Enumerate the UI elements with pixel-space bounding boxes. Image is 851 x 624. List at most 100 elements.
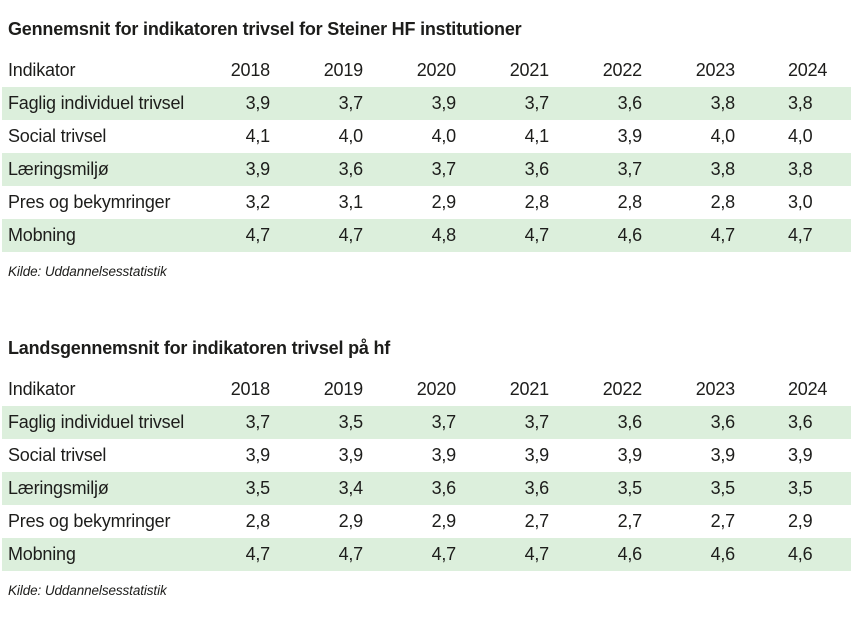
table-cell: 3,7 — [245, 412, 271, 432]
table-cell: 3,0 — [788, 192, 813, 212]
section-title: Gennemsnit for indikatoren trivsel for S… — [8, 19, 522, 39]
column-header-year: 2020 — [416, 379, 456, 399]
table-cell: 3,5 — [245, 478, 271, 498]
column-header-year: 2024 — [788, 379, 828, 399]
column-header-year: 2022 — [602, 379, 642, 399]
column-header-year: 2018 — [230, 60, 270, 80]
table-cell: 4,0 — [788, 126, 813, 146]
trivsel-table-landsgennemsnit: Indikator 2018 2019 2020 2021 2022 2023 2024 Fa… — [2, 373, 851, 571]
section-landsgennemsnit: Landsgennemsnit for indikatoren trivsel … — [0, 337, 851, 599]
table-cell: 3,9 — [617, 126, 643, 146]
table-cell: 4,7 — [524, 225, 550, 245]
table-cell: 2,7 — [710, 511, 736, 531]
table-header-row: Indikator 2018 2019 2020 2021 2022 2023 2024 — [2, 54, 851, 87]
table-cell: 3,9 — [524, 445, 550, 465]
table-cell: 2,7 — [524, 511, 550, 531]
table-cell: 3,9 — [617, 445, 643, 465]
table-cell: 3,9 — [431, 93, 457, 113]
table-cell: 3,5 — [710, 478, 736, 498]
table-cell: 3,5 — [617, 478, 643, 498]
table-cell: 4,7 — [788, 225, 813, 245]
table-cell: 3,6 — [524, 159, 550, 179]
table-cell: 3,7 — [431, 159, 457, 179]
source-note: Kilde: Uddannelsesstatistik — [8, 264, 167, 279]
table-row: Pres og bekymringer 3,2 3,1 2,9 2,8 2,8 2,8 3,0 — [2, 186, 851, 219]
table-cell: 2,9 — [788, 511, 813, 531]
table-cell: 3,5 — [338, 412, 364, 432]
table-cell: 2,9 — [431, 192, 457, 212]
table-cell: 3,9 — [245, 445, 271, 465]
table-cell: 3,9 — [245, 159, 271, 179]
row-label: Social trivsel — [8, 445, 107, 465]
table-cell: 4,6 — [788, 544, 813, 564]
table-cell: 2,9 — [431, 511, 457, 531]
table-cell: 2,8 — [617, 192, 643, 212]
row-label: Social trivsel — [8, 126, 107, 146]
table-cell: 3,6 — [788, 412, 813, 432]
source-note: Kilde: Uddannelsesstatistik — [8, 583, 167, 598]
column-header-indikator: Indikator — [8, 60, 76, 80]
table-cell: 3,5 — [788, 478, 813, 498]
column-header-year: 2022 — [602, 60, 642, 80]
table-cell: 3,9 — [788, 445, 813, 465]
column-header-year: 2020 — [416, 60, 456, 80]
table-cell: 3,2 — [245, 192, 271, 212]
table-cell: 2,9 — [338, 511, 364, 531]
table-row: Mobning 4,7 4,7 4,7 4,7 4,6 4,6 4,6 — [2, 538, 851, 571]
table-cell: 3,6 — [524, 478, 550, 498]
table-cell: 3,4 — [338, 478, 364, 498]
table-row: Faglig individuel trivsel 3,9 3,7 3,9 3,7 3,6… — [2, 87, 851, 120]
table-cell: 3,8 — [710, 93, 736, 113]
section-steiner-hf: Gennemsnit for indikatoren trivsel for S… — [0, 18, 851, 280]
table-cell: 4,1 — [245, 126, 271, 146]
table-cell: 3,6 — [617, 412, 643, 432]
table-cell: 3,8 — [710, 159, 736, 179]
table-cell: 4,6 — [617, 225, 643, 245]
table-cell: 3,7 — [431, 412, 457, 432]
table-cell: 3,7 — [524, 93, 550, 113]
table-cell: 4,6 — [617, 544, 643, 564]
table-cell: 3,6 — [617, 93, 643, 113]
table-header-row: Indikator 2018 2019 2020 2021 2022 2023 2024 — [2, 373, 851, 406]
row-label: Læringsmiljø — [8, 478, 109, 498]
table-cell: 4,7 — [710, 225, 736, 245]
row-label: Pres og bekymringer — [8, 192, 171, 212]
column-header-indikator: Indikator — [8, 379, 76, 399]
column-header-year: 2021 — [509, 379, 549, 399]
table-cell: 4,1 — [524, 126, 550, 146]
table-cell: 4,0 — [431, 126, 457, 146]
table-cell: 4,7 — [245, 544, 271, 564]
table-cell: 3,7 — [524, 412, 550, 432]
table-cell: 3,8 — [788, 159, 813, 179]
table-row: Pres og bekymringer 2,8 2,9 2,9 2,7 2,7 2,7 2,9 — [2, 505, 851, 538]
table-row: Læringsmiljø 3,9 3,6 3,7 3,6 3,7 3,8 3,8 — [2, 153, 851, 186]
row-label: Mobning — [8, 544, 76, 564]
column-header-year: 2019 — [323, 60, 363, 80]
table-cell: 3,9 — [338, 445, 364, 465]
table-cell: 2,7 — [617, 511, 643, 531]
table-cell: 2,8 — [245, 511, 271, 531]
column-header-year: 2018 — [230, 379, 270, 399]
column-header-year: 2023 — [695, 379, 735, 399]
table-cell: 4,7 — [338, 544, 364, 564]
column-header-year: 2019 — [323, 379, 363, 399]
table-cell: 3,6 — [338, 159, 364, 179]
table-cell: 4,7 — [431, 544, 457, 564]
table-row: Læringsmiljø 3,5 3,4 3,6 3,6 3,5 3,5 3,5 — [2, 472, 851, 505]
table-cell: 3,9 — [431, 445, 457, 465]
table-cell: 4,0 — [338, 126, 364, 146]
column-header-year: 2023 — [695, 60, 735, 80]
column-header-year: 2024 — [788, 60, 828, 80]
table-cell: 3,6 — [710, 412, 736, 432]
row-label: Læringsmiljø — [8, 159, 109, 179]
trivsel-table-steiner: Indikator 2018 2019 2020 2021 2022 2023 2024 Fa… — [2, 54, 851, 252]
row-label: Mobning — [8, 225, 76, 245]
table-cell: 4,7 — [338, 225, 364, 245]
row-label: Faglig individuel trivsel — [8, 93, 185, 113]
table-cell: 3,7 — [338, 93, 364, 113]
table-row: Faglig individuel trivsel 3,7 3,5 3,7 3,7 3,6… — [2, 406, 851, 439]
table-cell: 2,8 — [524, 192, 550, 212]
table-cell: 3,9 — [710, 445, 736, 465]
table-cell: 3,7 — [617, 159, 643, 179]
